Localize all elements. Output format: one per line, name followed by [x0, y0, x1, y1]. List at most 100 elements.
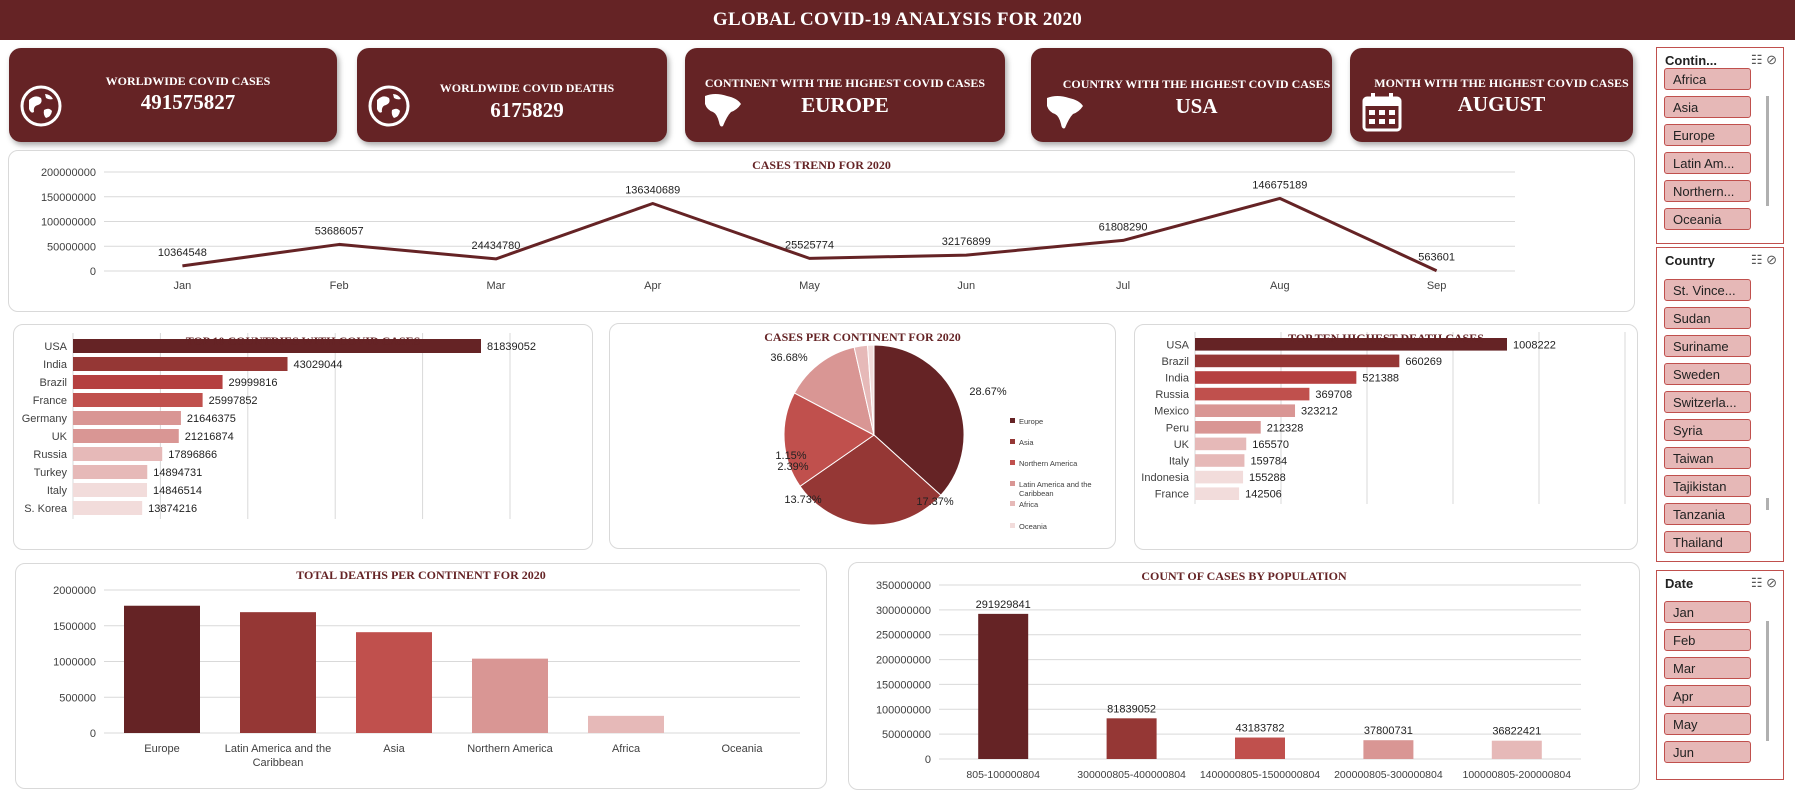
kpi-value: 491575827: [140, 90, 236, 114]
legend-label: Latin America and the: [1019, 480, 1092, 489]
bar: [978, 613, 1029, 759]
pie-slice: [793, 346, 875, 436]
slicer-item[interactable]: Apr: [1664, 685, 1751, 707]
category-label: Italy: [1169, 456, 1190, 468]
slicer-item[interactable]: Sweden: [1664, 363, 1751, 385]
data-label: 81839052: [487, 341, 536, 353]
continent-slicer[interactable]: Contin... ☷ ⊘ Africa Asia Europe Latin Am..…: [1656, 47, 1784, 244]
y-tick-label: 300000000: [876, 605, 931, 617]
slicer-scrollbar[interactable]: [1766, 96, 1769, 206]
slicer-scrollbar[interactable]: [1766, 621, 1769, 741]
slicer-item[interactable]: Africa: [1664, 68, 1751, 90]
data-label: 142506: [1245, 489, 1282, 501]
data-label: 159784: [1250, 456, 1287, 468]
slicer-item[interactable]: Taiwan: [1664, 447, 1751, 469]
cases-trend-chart: 0 50000000 100000000 150000000 200000000 Jan 1…: [41, 167, 1515, 292]
x-tick-label: 300000805-400000804: [1077, 769, 1186, 781]
x-tick-label: Apr: [644, 280, 661, 292]
y-tick-label: 50000000: [47, 241, 96, 253]
top-deaths-panel: TOP TEN HIGHEST DEATH CASES USA 1008222 Br…: [1134, 324, 1638, 550]
chart-title: TOTAL DEATHS PER CONTINENT FOR 2020: [296, 568, 546, 582]
data-label: 165570: [1252, 439, 1289, 451]
kpi-value: AUGUST: [1457, 92, 1546, 116]
slicer-item[interactable]: Sudan: [1664, 307, 1751, 329]
slicer-item[interactable]: Europe: [1664, 124, 1751, 146]
slicer-item[interactable]: Feb: [1664, 629, 1751, 651]
slicer-item[interactable]: Asia: [1664, 96, 1751, 118]
top-countries-chart: USA 81839052 India 43029044 Brazil 29999816 Fr…: [22, 333, 536, 519]
country-slicer[interactable]: Country ☷ ⊘ St. Vince... Sudan Suriname Swe…: [1656, 247, 1784, 562]
kpi-value: 6175829: [490, 98, 564, 122]
slicer-item[interactable]: Northern...: [1664, 180, 1751, 202]
clear-filter-icon[interactable]: ⊘: [1766, 575, 1777, 590]
bar: [588, 715, 664, 733]
slicer-scrollbar[interactable]: [1766, 498, 1769, 510]
category-label: France: [1155, 489, 1189, 501]
slicer-item[interactable]: St. Vince...: [1664, 279, 1751, 301]
multi-select-icon[interactable]: ☷: [1750, 52, 1763, 67]
legend-swatch: [1010, 523, 1015, 528]
y-tick-label: 500000: [59, 692, 96, 704]
clear-filter-icon[interactable]: ⊘: [1766, 52, 1777, 67]
bar: [73, 447, 163, 461]
slicer-item[interactable]: Tajikistan: [1664, 475, 1751, 497]
slicer-item[interactable]: Tanzania: [1664, 503, 1751, 525]
legend-label: Northern America: [1019, 459, 1078, 468]
chart-title: CASES TREND FOR 2020: [752, 158, 891, 172]
slicer-item[interactable]: Jan: [1664, 601, 1751, 623]
kpi-top-country: COUNTRY WITH THE HIGHEST COVID CASES USA: [1031, 48, 1332, 142]
data-label: 14846514: [153, 485, 202, 497]
x-tick-label: Feb: [330, 280, 349, 292]
slicer-item[interactable]: May: [1664, 713, 1751, 735]
data-label: 29999816: [229, 377, 278, 389]
x-tick-label: 200000805-300000804: [1334, 769, 1443, 781]
multi-select-icon[interactable]: ☷: [1750, 575, 1763, 590]
slice-label: 28.67%: [969, 386, 1007, 398]
data-label: 17896866: [168, 449, 217, 461]
multi-select-icon[interactable]: ☷: [1750, 252, 1763, 267]
category-label: Mexico: [1154, 406, 1189, 418]
page-title: GLOBAL COVID-19 ANALYSIS FOR 2020: [0, 0, 1795, 40]
pie-slice: [873, 344, 965, 496]
trend-line: [182, 196, 1438, 273]
data-label: 43183782: [1236, 723, 1285, 735]
slicer-item[interactable]: Latin Am...: [1664, 152, 1751, 174]
x-tick-label: Sep: [1427, 280, 1447, 292]
legend-swatch: [1010, 439, 1015, 444]
legend-swatch: [1010, 481, 1015, 486]
y-tick-label: 250000000: [876, 630, 931, 642]
slicer-item[interactable]: Syria: [1664, 419, 1751, 441]
category-label: France: [33, 395, 67, 407]
slicer-item[interactable]: Mar: [1664, 657, 1751, 679]
legend-label: Europe: [1019, 417, 1043, 426]
data-label: 521388: [1362, 373, 1399, 385]
bar: [73, 429, 179, 443]
pie-slice: [799, 434, 942, 526]
slicer-item[interactable]: Jun: [1664, 741, 1751, 763]
continent-pie-chart: 36.68% 28.67% 17.37% 13.73% 2.39%1.15% Europe…: [770, 344, 1092, 531]
data-label: 323212: [1301, 406, 1338, 418]
bar: [1195, 404, 1296, 417]
kpi-value: EUROPE: [801, 93, 889, 117]
slicer-item[interactable]: Thailand: [1664, 531, 1751, 553]
bar: [1363, 740, 1414, 759]
x-tick-label: Europe: [144, 743, 179, 755]
category-label: Turkey: [34, 467, 68, 479]
slicer-item[interactable]: Oceania: [1664, 208, 1751, 230]
category-label: Indonesia: [1141, 472, 1190, 484]
calendar-icon: [1362, 93, 1402, 132]
data-label: 25525774: [785, 239, 834, 251]
data-label: 212328: [1267, 422, 1304, 434]
kpi-value: USA: [1175, 94, 1218, 118]
y-tick-label: 350000000: [876, 580, 931, 592]
slicer-title: Date: [1665, 576, 1694, 591]
y-tick-label: 100000000: [876, 704, 931, 716]
clear-filter-icon[interactable]: ⊘: [1766, 252, 1777, 267]
x-tick-label: 1400000805-1500000804: [1200, 769, 1320, 781]
y-tick-label: 200000000: [41, 167, 96, 179]
date-slicer[interactable]: Date ☷ ⊘ Jan Feb Mar Apr May Jun: [1656, 570, 1784, 780]
data-label: 25997852: [209, 395, 258, 407]
bar: [356, 632, 432, 733]
slicer-item[interactable]: Switzerla...: [1664, 391, 1751, 413]
slicer-item[interactable]: Suriname: [1664, 335, 1751, 357]
